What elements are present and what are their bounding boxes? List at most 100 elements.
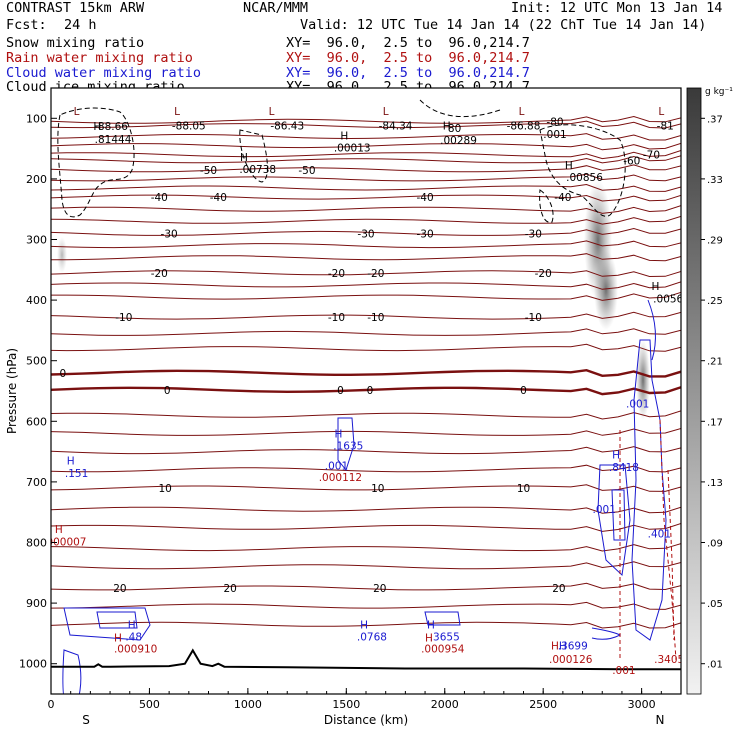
forecast-value: 24 h xyxy=(64,17,97,33)
isotherm-label: 0 xyxy=(337,385,344,397)
contour-annotation: H xyxy=(360,619,368,631)
x-tick-label: 2000 xyxy=(431,698,459,711)
isotherm-line xyxy=(51,253,681,262)
isotherm-line xyxy=(51,240,681,249)
contour-annotation: 80 xyxy=(448,123,461,135)
ice-contour-right xyxy=(539,124,626,217)
isotherm-line xyxy=(51,484,681,492)
isotherm-line xyxy=(51,523,681,532)
isotherm-label: -30 xyxy=(357,228,374,240)
isotherm-label: -40 xyxy=(554,192,571,204)
ice-contour-top xyxy=(419,99,501,118)
isotherm-line xyxy=(51,601,681,610)
isotherm-line xyxy=(51,464,681,473)
x-axis-label: Distance (km) xyxy=(324,713,408,727)
snow-shading xyxy=(57,180,650,420)
contour-annotation: .000954 xyxy=(421,644,465,656)
colorbar: g kg⁻¹ .01 .05 .09 .13 .17 .21 .25 .29 .33 .37 xyxy=(686,87,733,695)
contour-annotation: .00013 xyxy=(334,142,371,154)
ice-contour-left xyxy=(57,107,135,218)
isotherm-line xyxy=(51,543,681,552)
colorbar-tick-label: .29 xyxy=(707,236,723,247)
contour-annotation: .000126 xyxy=(549,654,593,666)
contour-annotation: .3405 xyxy=(654,654,684,666)
contour-annotation: L xyxy=(383,106,389,118)
isotherm-line xyxy=(51,386,681,396)
x-tick-label: 2500 xyxy=(529,698,557,711)
contour-annotation: .000112 xyxy=(319,472,362,484)
y-tick-label: 400 xyxy=(26,294,47,307)
contour-annotation: H xyxy=(651,281,659,293)
isotherm-label: -30 xyxy=(416,228,433,240)
colorbar-tick-label: .17 xyxy=(707,417,723,428)
terrain-line xyxy=(51,648,681,671)
contour-annotation: H xyxy=(443,121,451,133)
contour-annotation: H xyxy=(114,633,122,645)
isotherm-line xyxy=(51,291,681,301)
field-xy-rain: XY= 96.0, 2.5 to 96.0,214.7 xyxy=(286,50,530,66)
y-tick-label: 1000 xyxy=(19,658,47,671)
isotherm-label: -50 xyxy=(200,165,217,177)
cw-contour-i xyxy=(597,464,631,577)
contour-annotation: .0768 xyxy=(357,631,387,643)
isotherm-label: -20 xyxy=(151,268,168,280)
isotherm-label: -50 xyxy=(298,165,315,177)
colorbar-unit: g kg⁻¹ xyxy=(705,87,733,97)
isotherm-line xyxy=(51,150,681,160)
isotherm-label: 10 xyxy=(159,483,172,495)
contour-annotation: H xyxy=(334,428,342,440)
contour-annotation: .48 xyxy=(125,631,142,643)
snow-plume-left xyxy=(57,237,67,273)
isotherm-line xyxy=(51,410,681,420)
init-time: Init: 12 UTC Mon 13 Jan 14 xyxy=(511,0,723,16)
y-axis-label: Pressure (hPa) xyxy=(5,348,19,434)
isotherm-label: 0 xyxy=(59,368,66,380)
isotherm-line xyxy=(51,270,681,278)
isotherm-line xyxy=(51,194,681,202)
isotherm-label: -20 xyxy=(328,268,345,280)
isotherm-line xyxy=(51,582,681,591)
org-label: NCAR/MMM xyxy=(243,0,309,16)
isotherm-label: -88.05 xyxy=(172,121,206,133)
ice-contour-right-2 xyxy=(539,189,554,223)
terrain-profile xyxy=(51,648,681,671)
isotherm-label: -81 xyxy=(657,121,674,133)
contour-annotation: H xyxy=(559,641,567,653)
y-tick-label: 600 xyxy=(26,415,47,428)
isotherm-label: 0 xyxy=(520,385,527,397)
contour-annotation: H xyxy=(425,633,433,645)
contour-annotation: H xyxy=(612,450,620,462)
contour-labels: L L L L L LH-88.66.81444H.00738H.00013H80.002… xyxy=(51,106,684,677)
ice-contour-mid xyxy=(239,129,268,183)
cw-contour-a xyxy=(62,649,82,694)
isotherm-label: 0 xyxy=(367,385,374,397)
y-tick-label: 900 xyxy=(26,597,47,610)
contour-annotation: L xyxy=(519,106,525,118)
field-xy-snow: XY= 96.0, 2.5 to 96.0,214.7 xyxy=(286,35,530,51)
isotherm-line xyxy=(51,561,681,570)
y-tick-label: 500 xyxy=(26,355,47,368)
isotherm-label: -10 xyxy=(328,312,345,324)
isotherm-line xyxy=(51,155,681,164)
contour-annotation: H xyxy=(551,641,559,653)
isotherm-label: -86.43 xyxy=(270,121,304,133)
contour-annotation: H xyxy=(240,152,248,164)
colorbar-tick-label: .09 xyxy=(707,539,723,550)
x-tick-label: 0 xyxy=(48,698,55,711)
contour-annotation: .001 xyxy=(626,399,649,411)
contour-annotation: .8418 xyxy=(609,462,639,474)
isotherm-line xyxy=(51,621,681,629)
x-tick-label: 1000 xyxy=(234,698,262,711)
colorbar-tick-label: .21 xyxy=(707,357,723,368)
model-title: CONTRAST 15km ARW xyxy=(6,0,145,16)
isotherm-label: -40 xyxy=(151,192,168,204)
end-label-left: S xyxy=(82,713,90,727)
isotherm-label: 20 xyxy=(373,583,386,595)
isotherm-label: 10 xyxy=(517,483,530,495)
temperature-isotherms: -80-86.43-88.05 -84.34 -86.88 -81-70-60-50-… xyxy=(51,115,681,629)
isotherm-line xyxy=(51,506,681,514)
isotherm-line xyxy=(51,281,681,290)
isotherm-line xyxy=(51,328,681,336)
isotherm-label: -10 xyxy=(525,312,542,324)
